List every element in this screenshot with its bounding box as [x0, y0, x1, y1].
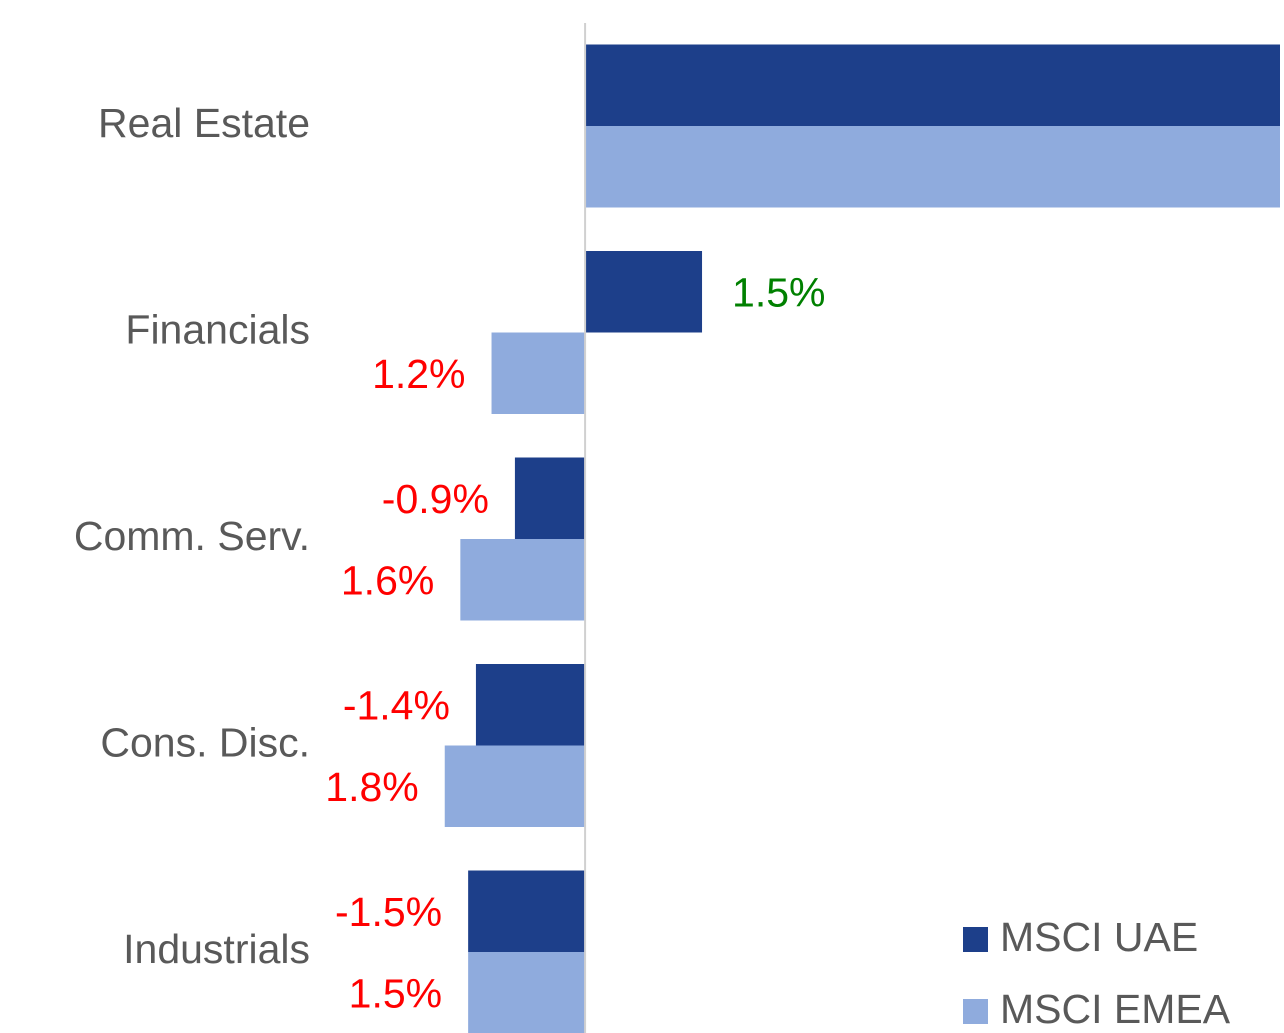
value-label: 1.6%	[341, 558, 434, 604]
legend-swatch	[963, 927, 988, 952]
category-label: Real Estate	[98, 100, 310, 146]
category-label: Industrials	[123, 926, 310, 972]
plot-area	[444, 44, 1280, 1033]
value-label: 1.5%	[349, 971, 442, 1017]
bar	[475, 664, 586, 746]
category-label: Comm. Serv.	[74, 513, 310, 559]
value-label: 1.5%	[732, 270, 825, 316]
bar	[585, 44, 1280, 126]
bar	[514, 457, 586, 539]
legend-label: MSCI EMEA	[1000, 986, 1231, 1032]
value-label: -1.5%	[335, 889, 442, 935]
value-label: 1.8%	[325, 764, 418, 810]
bar	[585, 251, 703, 333]
bar	[468, 952, 586, 1033]
bar	[585, 126, 1280, 208]
legend-label: MSCI UAE	[1000, 914, 1198, 960]
bar	[460, 539, 586, 621]
value-label: 1.2%	[372, 351, 465, 397]
category-label: Cons. Disc.	[100, 719, 310, 765]
value-label: -0.9%	[382, 476, 489, 522]
bar	[491, 332, 586, 414]
bar	[468, 870, 586, 952]
category-label: Financials	[125, 306, 310, 352]
bar	[444, 745, 586, 827]
value-label: -1.4%	[343, 683, 450, 729]
legend-swatch	[963, 999, 988, 1024]
